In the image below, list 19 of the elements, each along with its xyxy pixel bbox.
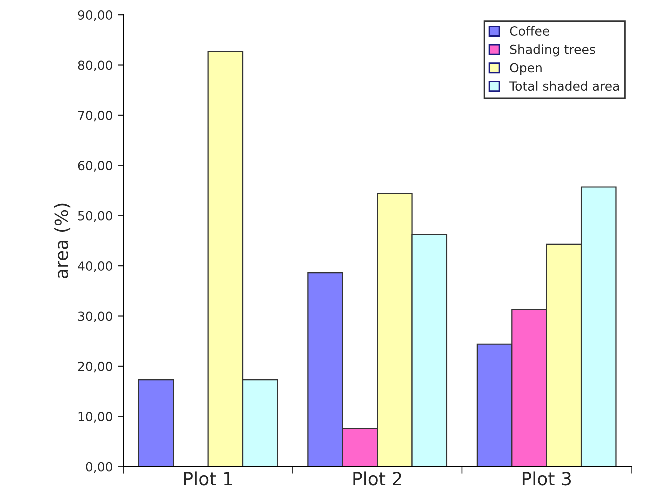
- y-tick-label: 0,00: [86, 462, 112, 474]
- x-tick-label: Plot 3: [522, 472, 572, 486]
- legend-label: Open: [510, 63, 542, 76]
- y-tick-label: 10,00: [78, 412, 112, 423]
- x-tick-label: Plot 1: [184, 472, 232, 486]
- y-tick-label: 80,00: [78, 60, 112, 72]
- y-tick-label: 40,00: [78, 262, 112, 272]
- y-tick-label: 90,00: [78, 10, 112, 22]
- y-axis-title: area (%): [54, 204, 71, 278]
- legend-label: Coffee: [510, 26, 550, 36]
- y-tick-label: 20,00: [78, 362, 112, 373]
- y-tick-label: 60,00: [78, 161, 112, 172]
- x-tick-label: Plot 2: [354, 472, 402, 486]
- bar: [138, 379, 174, 467]
- y-tick-label: 50,00: [78, 211, 112, 222]
- y-tick-label: 30,00: [78, 312, 112, 322]
- legend-label: Total shaded area: [510, 81, 620, 92]
- legend-label: Shading trees: [510, 44, 596, 57]
- y-tick-label: 70,00: [78, 110, 112, 122]
